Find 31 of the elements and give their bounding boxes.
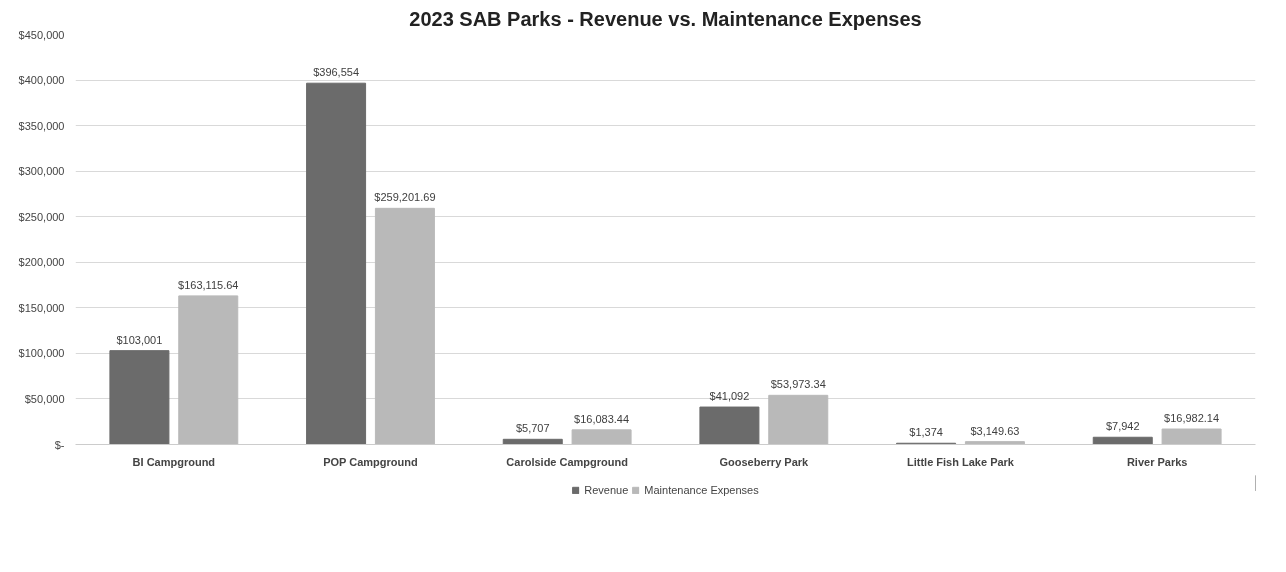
data-label: $259,201.69 [374, 191, 436, 204]
y-tick-label: $250,000 [18, 210, 65, 223]
data-label: $41,092 [709, 390, 750, 403]
data-label: $103,001 [116, 333, 163, 346]
x-tick-label: POP Campground [323, 455, 418, 468]
data-label: $3,149.63 [970, 424, 1020, 437]
y-tick-label: $100,000 [18, 347, 65, 360]
x-tick-label: River Parks [1126, 455, 1188, 468]
x-tick-label: Carolside Campground [506, 455, 628, 468]
data-label: $1,374 [909, 426, 943, 439]
x-tick-label: Gooseberry Park [719, 455, 810, 468]
data-label: $7,942 [1105, 420, 1140, 433]
y-tick-label: $300,000 [18, 165, 65, 178]
x-tick-label: BI Campground [132, 455, 216, 468]
data-label: $5,707 [515, 422, 550, 435]
chart-title: 2023 SAB Parks - Revenue vs. Maintenance Expenses [409, 7, 922, 30]
data-label: $16,083.44 [574, 412, 630, 425]
y-tick-label: $450,000 [18, 28, 65, 41]
y-tick-label: $50,000 [24, 392, 65, 405]
legend-label: Revenue [584, 484, 629, 496]
y-tick-label: $350,000 [18, 119, 65, 132]
x-tick-label: Little Fish Lake Park [907, 455, 1015, 468]
data-label: $16,982.14 [1164, 412, 1220, 425]
data-label: $396,554 [313, 66, 360, 79]
y-tick-label: $150,000 [18, 301, 65, 314]
data-label: $163,115.64 [178, 278, 239, 291]
y-tick-label: $200,000 [18, 256, 65, 269]
y-tick-label: $- [54, 438, 65, 451]
data-label: $53,973.34 [770, 378, 826, 391]
y-tick-label: $400,000 [18, 74, 65, 87]
legend-label: Maintenance Expenses [644, 484, 759, 496]
